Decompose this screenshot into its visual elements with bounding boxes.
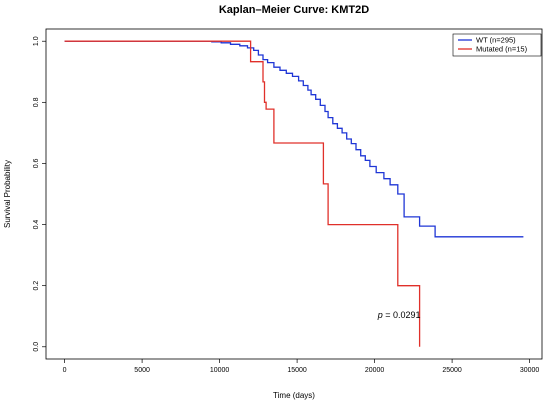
x-tick-label: 20000: [365, 367, 385, 374]
x-axis: 0 5000 10000 15000 20000 25000 30000: [63, 359, 540, 374]
x-tick-label: 0: [63, 367, 67, 374]
x-axis-label: Time (days): [273, 391, 315, 400]
p-value-symbol: p: [377, 310, 383, 320]
survival-curve-wt: [64, 40, 524, 238]
y-tick-label: 0.8: [33, 97, 40, 107]
y-tick-label: 0.0: [33, 342, 40, 352]
series-layer: [64, 40, 524, 347]
y-tick-label: 1.0: [33, 36, 40, 46]
chart-title: Kaplan–Meier Curve: KMT2D: [219, 4, 369, 16]
x-tick-label: 15000: [287, 367, 307, 374]
legend-label: WT (n=295): [476, 36, 516, 45]
p-value-annotation: p = 0.0291: [377, 310, 421, 320]
legend-box: [452, 33, 542, 57]
survival-curve-mutated: [64, 40, 421, 347]
y-axis: 0.0 0.2 0.4 0.6 0.8 1.0: [33, 36, 46, 352]
legend-label: Mutated (n=15): [476, 45, 528, 54]
plot-frame: [45, 28, 543, 360]
y-tick-label: 0.4: [33, 220, 40, 230]
x-tick-label: 10000: [210, 367, 230, 374]
y-tick-label: 0.6: [33, 158, 40, 168]
x-tick-label: 30000: [520, 367, 540, 374]
p-value-text: = 0.0291: [383, 310, 421, 320]
legend: WT (n=295)Mutated (n=15): [452, 33, 542, 57]
x-tick-label: 5000: [134, 367, 150, 374]
y-tick-label: 0.2: [33, 281, 40, 291]
x-tick-label: 25000: [442, 367, 462, 374]
y-axis-label: Survival Probability: [3, 160, 12, 228]
